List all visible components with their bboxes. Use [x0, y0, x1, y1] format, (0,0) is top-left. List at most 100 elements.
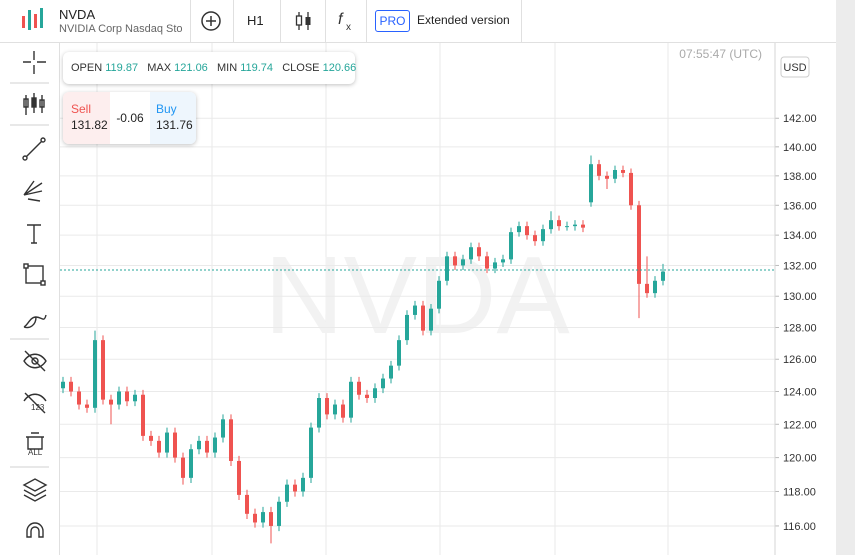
candle-body: [397, 340, 401, 366]
y-tick-label: 140.00: [783, 142, 817, 154]
candle-body: [85, 404, 89, 408]
candle-body: [653, 280, 657, 294]
candle-body: [445, 256, 449, 281]
interval-button[interactable]: H1: [247, 13, 264, 28]
side-strip: [836, 0, 855, 555]
min-value: 119.74: [240, 62, 274, 74]
remove-all-tool[interactable]: ALL: [26, 432, 44, 457]
candle-body: [629, 172, 633, 206]
svg-text:x: x: [346, 22, 351, 33]
extended-version-link[interactable]: Extended version: [417, 13, 510, 27]
candle-body: [517, 226, 521, 233]
y-tick-label: 118.00: [783, 486, 816, 498]
y-tick-label: 142.00: [783, 113, 817, 125]
logo: [22, 8, 43, 30]
quote-panel: Sell 131.82 -0.06 Buy 131.76: [63, 92, 196, 144]
y-tick-label: 124.00: [783, 386, 817, 398]
candle-body: [333, 404, 337, 415]
y-tick-label: 116.00: [783, 521, 816, 533]
chart: NVDA 116.00 118.00 120.00 122.00 124.00 126.0…: [60, 43, 817, 555]
candle-body: [453, 256, 457, 266]
candle-body: [429, 308, 433, 331]
horizontal-grid: [60, 117, 775, 527]
layers-tool[interactable]: [22, 478, 48, 502]
text-tool[interactable]: [27, 224, 41, 244]
candle-body: [125, 391, 129, 402]
open-value: 119.87: [105, 62, 139, 74]
candle-body: [157, 440, 161, 453]
candle-body: [69, 381, 73, 392]
candle-body: [301, 477, 305, 492]
candle-body: [661, 271, 665, 281]
svg-text:123: 123: [31, 403, 45, 412]
spread: -0.06: [116, 111, 144, 125]
open-label: OPEN: [71, 62, 103, 74]
candle-body: [173, 432, 177, 458]
chart-type-button[interactable]: [293, 10, 315, 32]
candle-body: [133, 394, 137, 402]
add-button[interactable]: [200, 10, 222, 32]
y-tick-label: 132.00: [783, 260, 817, 272]
symbol: NVDA: [59, 7, 96, 22]
y-tick-label: 138.00: [783, 171, 817, 183]
drawing-toolbar: 123 ALL: [0, 43, 60, 555]
sell-button[interactable]: Sell 131.82: [63, 92, 110, 144]
fork-tool[interactable]: [23, 180, 43, 202]
candles-tool[interactable]: [23, 93, 45, 115]
candle-body: [77, 391, 81, 405]
brush-tool[interactable]: [23, 314, 47, 329]
candle-body: [525, 226, 529, 236]
candle-body: [437, 280, 441, 309]
candle-body: [245, 494, 249, 514]
vertical-grid: [96, 43, 669, 555]
hide-drawings-tool[interactable]: [23, 350, 47, 372]
divider: [233, 0, 234, 42]
candle-body: [365, 394, 369, 399]
candle-body: [117, 391, 121, 405]
candle-body: [557, 220, 561, 227]
candle-body: [101, 340, 105, 400]
candle-body: [373, 388, 377, 399]
line-tool[interactable]: [22, 137, 46, 161]
y-tick-label: 120.00: [783, 453, 817, 465]
symbol-description: NVIDIA Corp Nasdaq Sto: [59, 23, 183, 35]
pro-badge[interactable]: PRO: [375, 10, 410, 32]
candle-body: [573, 224, 577, 227]
crosshair-tool[interactable]: [23, 51, 46, 74]
candle-body: [461, 259, 465, 266]
candle-body: [93, 340, 97, 408]
shape-tool[interactable]: [23, 263, 46, 286]
hide-indicators-tool[interactable]: 123: [23, 392, 47, 414]
watermark: NVDA: [264, 234, 570, 357]
candle-body: [141, 394, 145, 436]
buy-label: Buy: [156, 102, 177, 116]
candle-body: [469, 247, 473, 260]
buy-button[interactable]: Buy 131.76: [150, 92, 196, 144]
candle-body: [269, 512, 273, 526]
candle-body: [621, 170, 625, 173]
svg-text:ALL: ALL: [28, 448, 43, 457]
candle-body: [549, 220, 553, 230]
currency-box[interactable]: [780, 56, 810, 78]
y-tick-label: 136.00: [783, 200, 817, 212]
candle-body: [221, 419, 225, 438]
candle-body: [389, 365, 393, 379]
candle-body: [381, 378, 385, 389]
candle-body: [605, 175, 609, 179]
clock: 07:55:47 (UTC): [679, 47, 762, 61]
candle-body: [541, 229, 545, 242]
candle-body: [149, 435, 153, 441]
candle-body: [509, 232, 513, 260]
candle-body: [197, 440, 201, 450]
candle-body: [565, 226, 569, 228]
candle-body: [613, 170, 617, 179]
magnet-tool[interactable]: [26, 522, 44, 538]
toolbar-icons: 123 ALL: [10, 51, 49, 538]
candle-body: [581, 224, 585, 228]
candle-body: [277, 501, 281, 526]
candle-body: [341, 404, 345, 418]
candle-body: [109, 399, 113, 405]
candle-body: [477, 247, 481, 257]
